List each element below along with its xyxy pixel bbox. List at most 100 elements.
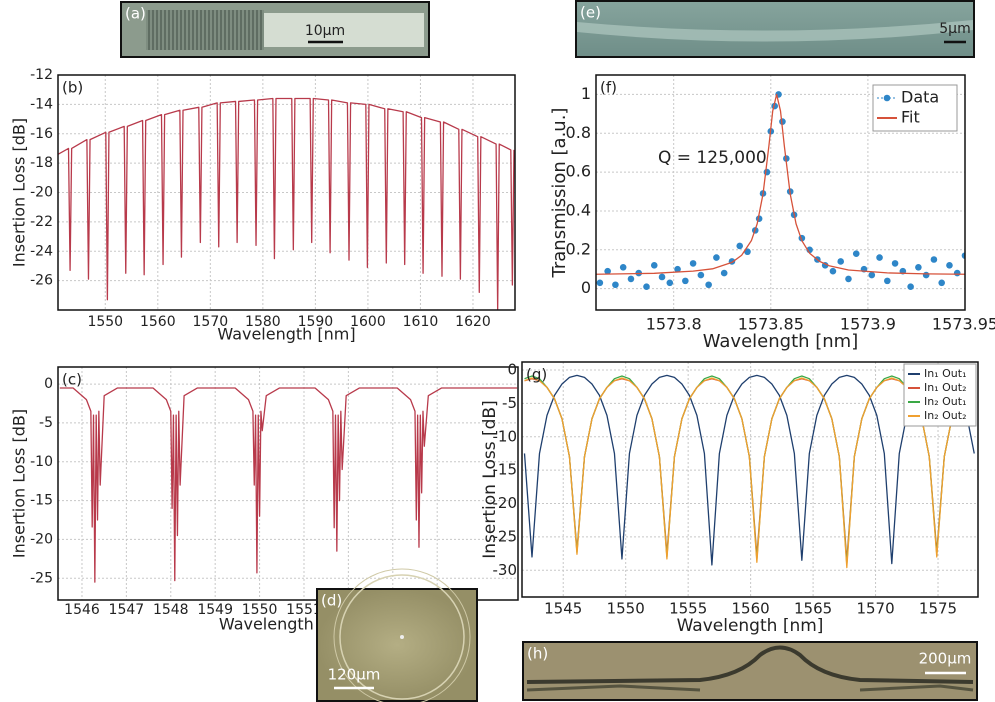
center-dot [400,635,404,639]
series-line [524,377,975,569]
legend-label: In₁ Out₁ [924,367,966,380]
legend-box [872,84,958,132]
x-tick-label: 1548 [153,602,189,618]
x-axis-label: Wavelength [nm] [217,325,355,344]
x-tick-label: 1573.85 [738,315,804,334]
x-tick-label: 1565 [794,600,832,618]
data-point [689,260,697,267]
y-axis-label: Insertion Loss [dB] [480,400,500,558]
data-point [922,271,930,279]
panel-label: (a) [125,5,146,23]
plot-data [596,91,965,290]
data-point [868,271,876,279]
y-tick-label: -14 [30,96,53,112]
series-line [523,374,975,566]
data-point [643,283,650,290]
data-point [596,279,604,287]
y-tick-label: 0.8 [566,123,591,142]
micrograph-e: (e) 5µm [575,0,975,58]
scale-label: 5µm [939,21,970,37]
ring [339,574,465,700]
y-tick-label: 0.2 [566,239,591,258]
y-tick-label: -20 [30,185,53,201]
y-axis-label: Insertion Loss [dB] [10,118,29,267]
panel-label: (b) [62,79,83,97]
y-tick-label: -26 [30,273,53,289]
x-tick-label: 1573.95 [932,315,995,334]
legend-label: Data [901,88,939,107]
x-tick-label: 1620 [455,314,491,330]
micrograph-a: (a) 10µm [120,1,430,58]
axes-frame [57,74,516,311]
y-tick-label: 0 [44,376,53,392]
x-tick-label: 1550 [87,314,123,330]
data-point [619,263,627,271]
series-line [58,97,515,310]
data-point [697,271,705,279]
x-tick-label: 1573.9 [840,315,896,334]
legend-label: In₂ Out₁ [924,395,966,408]
y-tick-label: -5 [502,394,517,412]
y-tick-label: -25 [30,570,53,586]
data-point [650,262,658,269]
plot-data [59,387,518,583]
plot-data [58,97,515,310]
grating [146,10,264,50]
waveguide [526,645,974,684]
data-point [938,279,945,287]
y-tick-label: 1 [581,84,591,103]
data-point [891,260,899,267]
scale-label: 120µm [328,666,381,684]
micrograph-h: (h) 200µm [522,641,978,701]
y-axis-label: Insertion Loss [dB] [10,409,29,558]
x-tick-label: 1570 [193,314,229,330]
y-tick-label: -30 [493,561,518,579]
data-point [674,265,681,273]
x-tick-label: 1560 [140,314,176,330]
image-frame [316,588,478,702]
y-tick-label: -18 [30,155,53,171]
y-tick-label: -10 [30,454,53,470]
y-tick-label: -12 [30,67,53,83]
data-point [604,267,611,275]
data-point [915,263,922,271]
x-axis-label: Wavelength [nm] [703,331,859,352]
data-point [779,118,786,125]
data-point [736,242,744,250]
data-point [961,252,965,259]
x-tick-label: 1555 [669,600,707,618]
micrograph-d: (d) 120µm [316,568,478,702]
axes-frame [57,366,519,601]
data-point [682,277,689,285]
charts: -12 -14 -16 -18 -20 -22 -24 -26 1550 1560 1570 1580… [10,67,995,636]
waveguide [577,20,973,42]
y-tick-label: -25 [493,527,518,545]
x-tick-label: 1549 [197,602,233,618]
panel-label: (h) [527,645,548,663]
x-tick-label: 1610 [403,314,439,330]
y-tick-label: 0 [507,361,517,379]
y-axis-label: Transmission [a.u.] [549,108,570,279]
panel-label: (g) [526,366,547,384]
legend-label: In₂ Out₂ [924,409,966,422]
data-point [837,258,845,265]
data-point [876,254,883,261]
y-tick-label: -20 [493,494,518,512]
y-tick-label: -16 [30,126,53,142]
y-tick-label: -15 [493,461,518,479]
series-line [596,93,965,275]
x-tick-label: 1570 [856,600,894,618]
y-tick-label: -20 [30,531,53,547]
x-tick-label: 1547 [109,602,145,618]
data-point [705,281,712,289]
data-point [852,250,860,257]
data-point [946,262,953,269]
annotation: Q = 125,000 [658,148,767,168]
panel-label: (d) [321,592,342,610]
series-line [59,387,518,583]
x-tick-label: 1545 [544,600,582,618]
data-point [845,275,852,283]
x-tick-label: 1550 [242,602,278,618]
